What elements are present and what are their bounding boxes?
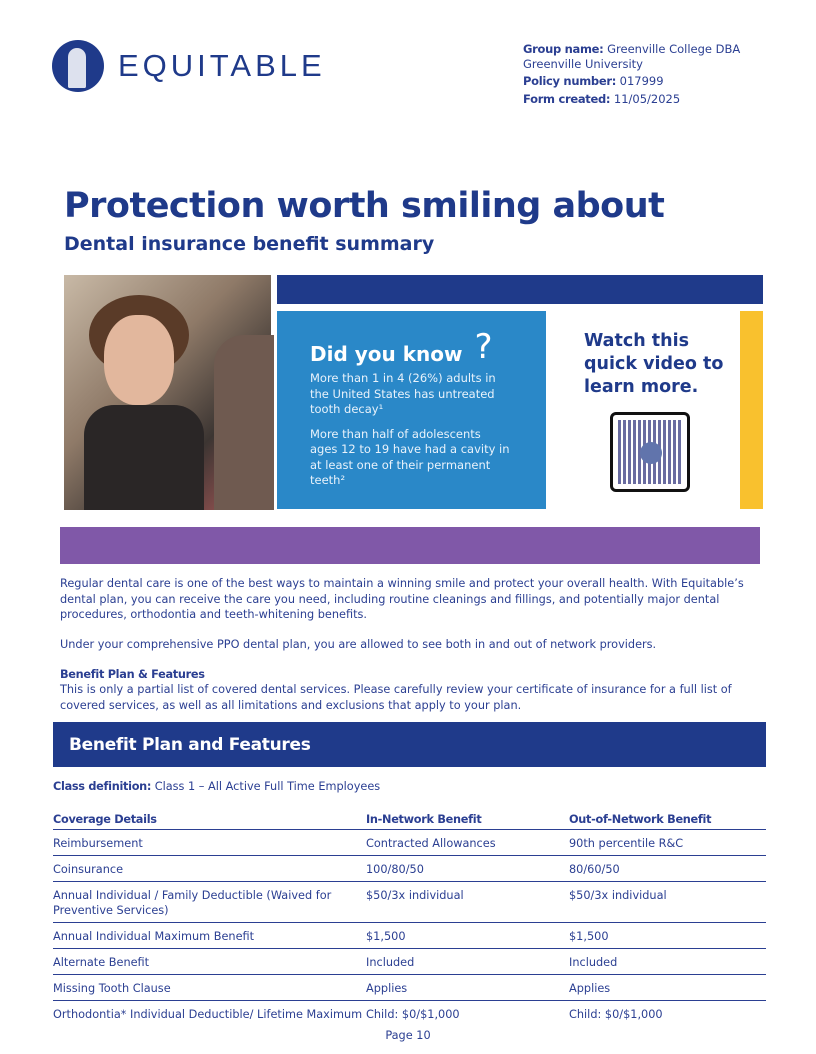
fact-1: More than 1 in 4 (26%) adults in the Uni…	[310, 371, 496, 416]
did-you-know-heading: Did you know	[310, 342, 463, 366]
table-cell: Coinsurance	[53, 855, 366, 882]
page-number: Page 10	[385, 1029, 431, 1042]
network-paragraph: Under your comprehensive PPO dental plan…	[60, 638, 657, 651]
column-header: Out-of-Network Benefit	[569, 811, 766, 830]
table-cell: Missing Tooth Clause	[53, 974, 366, 1001]
table-cell: $1,500	[366, 922, 569, 949]
group-value: Greenville College DBA	[607, 42, 741, 56]
table-cell: $1,500	[569, 922, 766, 949]
intro-paragraph: Regular dental care is one of the best w…	[60, 577, 744, 621]
partial-list-paragraph: This is only a partial list of covered d…	[60, 683, 732, 712]
table-cell: Orthodontia* Individual Deductible/ Life…	[53, 1008, 363, 1021]
section-header: Benefit Plan and Features	[53, 722, 766, 767]
column-header: In-Network Benefit	[366, 811, 569, 830]
brand-name: EQUITABLE	[118, 48, 326, 83]
table-cell: Included	[366, 948, 569, 975]
table-cell: 100/80/50	[366, 855, 569, 882]
table-cell: Applies	[366, 974, 569, 1001]
table-row: Annual Individual Maximum Benefit $1,500 $…	[53, 922, 766, 949]
table-cell: Annual Individual Maximum Benefit	[53, 922, 366, 949]
table-row: Annual Individual / Family Deductible (W…	[53, 881, 766, 923]
logo-emblem-icon	[52, 40, 104, 92]
table-cell: Contracted Allowances	[366, 829, 569, 856]
table-cell: Included	[569, 948, 766, 975]
table-cell: Child: $0/$1,000	[569, 1008, 663, 1021]
class-value: Class 1 – All Active Full Time Employees	[154, 780, 381, 793]
fact-2: More than half of adolescents ages 12 to…	[310, 426, 510, 488]
page-subtitle: Dental insurance benefit summary	[64, 233, 435, 255]
decorative-bar-navy	[277, 275, 763, 304]
policy-value: 017999	[619, 74, 664, 88]
benefits-table: Coverage Details In-Network Benefit Out-…	[53, 811, 766, 1026]
page-title: Protection worth smiling about	[64, 186, 665, 226]
table-cell: $50/3x individual	[569, 881, 766, 923]
table-row: Coinsurance 100/80/50 80/60/50	[53, 855, 766, 882]
qr-code-icon[interactable]	[610, 412, 690, 492]
video-prompt: Watch this quick video to learn more.	[584, 331, 724, 397]
table-row: Reimbursement Contracted Allowances 90th p…	[53, 829, 766, 856]
table-cell: $50/3x individual	[366, 881, 569, 923]
hero-photo	[64, 275, 274, 510]
group-value-2: Greenville University	[523, 56, 643, 71]
class-definition: Class definition: Class 1 – All Active F…	[53, 780, 380, 793]
question-mark-icon: ?	[474, 327, 493, 367]
form-value: 11/05/2025	[613, 91, 681, 106]
table-cell: Alternate Benefit	[53, 948, 366, 975]
table-row: Missing Tooth Clause Applies Applies	[53, 974, 766, 1001]
decorative-bar-yellow	[740, 311, 763, 509]
policy-label: Policy number:	[523, 74, 616, 88]
class-label: Class definition:	[53, 780, 152, 793]
table-cell: 80/60/50	[569, 855, 766, 882]
form-label: Form created:	[523, 91, 611, 106]
benefit-plan-heading: Benefit Plan & Features	[60, 668, 205, 681]
group-label: Group name:	[523, 42, 604, 56]
table-cell: Annual Individual / Family Deductible (W…	[53, 881, 366, 923]
table-cell: Child: $0/$1,000	[366, 1008, 460, 1021]
table-cell: 90th percentile R&C	[569, 829, 766, 856]
equitable-logo: EQUITABLE	[52, 40, 326, 92]
table-cell: Reimbursement	[53, 829, 366, 856]
policy-info: Group name: Greenville College DBA Greenv…	[523, 42, 740, 109]
table-cell: Applies	[569, 974, 766, 1001]
did-you-know-box: Did you know? More than 1 in 4 (26%) adu…	[277, 311, 546, 509]
decorative-bar-purple	[60, 527, 760, 564]
table-row: Alternate Benefit Included Included	[53, 948, 766, 975]
column-header: Coverage Details	[53, 811, 366, 830]
table-row: Orthodontia* Individual Deductible/ Life…	[53, 1001, 766, 1027]
